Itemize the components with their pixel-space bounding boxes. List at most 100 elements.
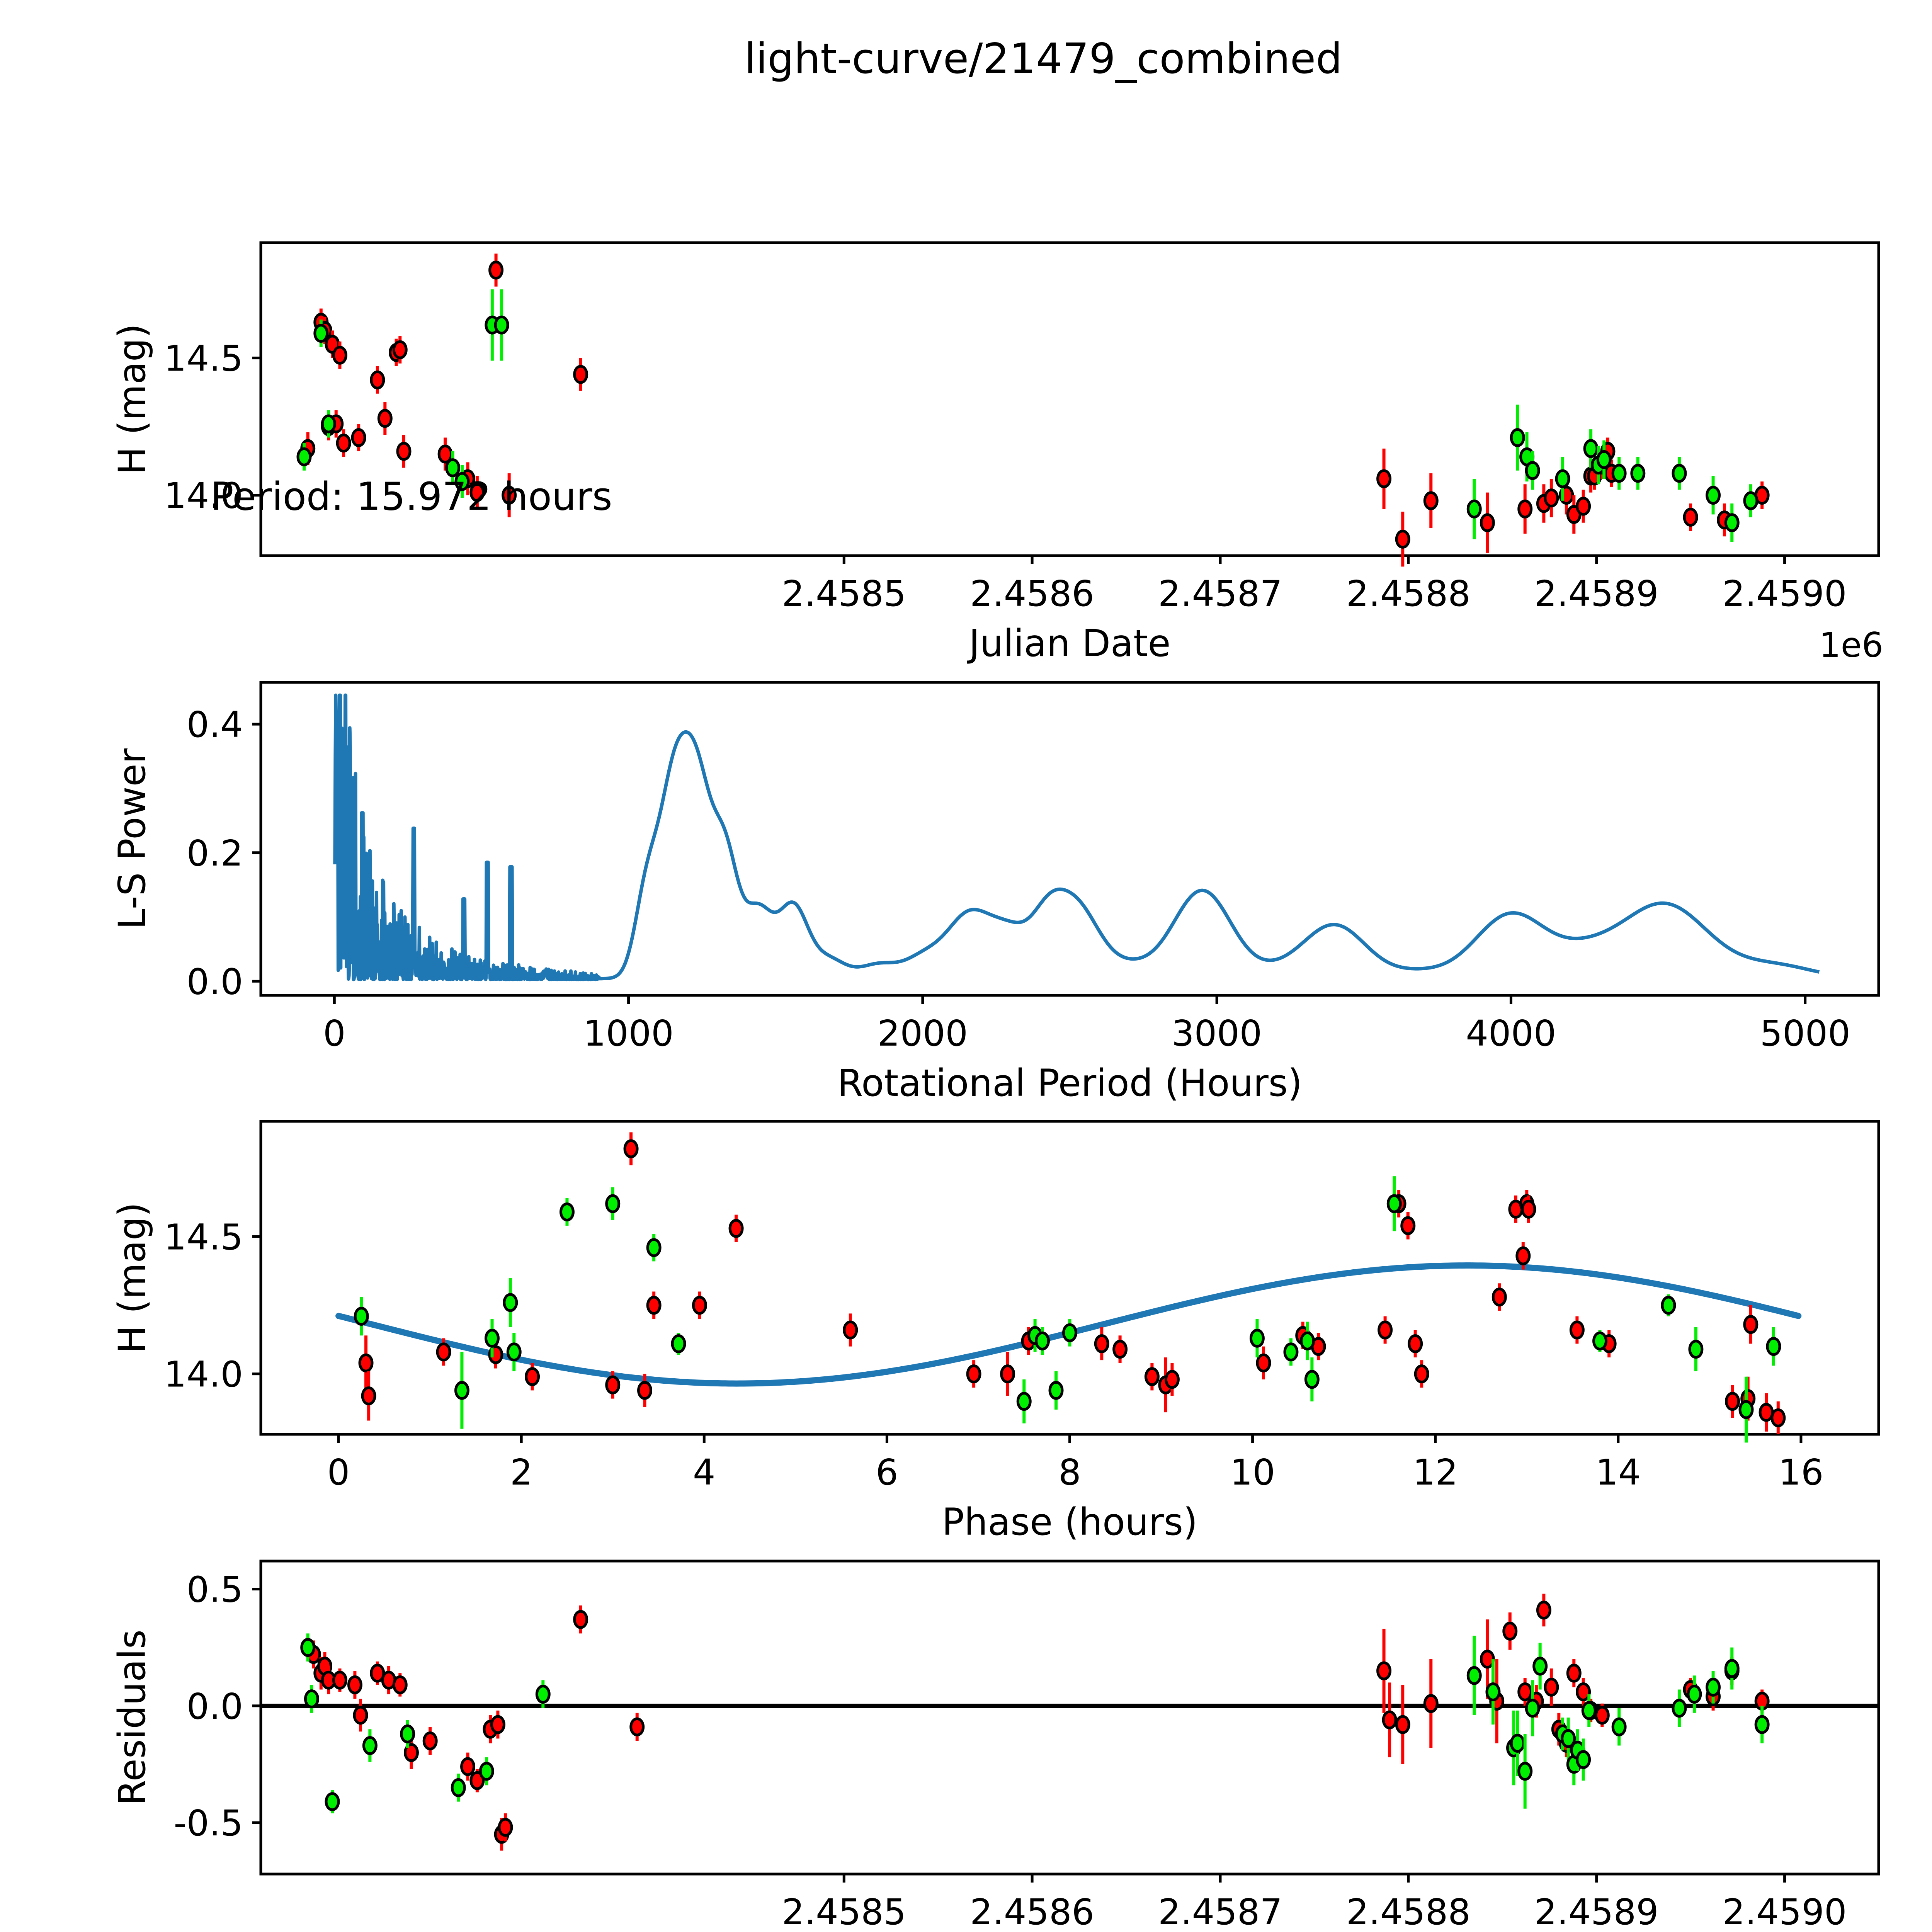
data-point <box>1688 1340 1704 1359</box>
x-tick-label: 2.4587 <box>1158 1891 1282 1932</box>
data-point <box>490 1715 505 1734</box>
data-point <box>1583 439 1599 458</box>
data-point <box>535 1685 551 1704</box>
data-point <box>1569 1320 1585 1340</box>
data-point <box>1566 1663 1582 1683</box>
data-point <box>1466 1666 1482 1685</box>
data-point <box>1517 1762 1533 1781</box>
y-tick-label: -0.5 <box>173 1803 243 1844</box>
data-point <box>1466 499 1482 519</box>
data-point <box>1611 464 1627 483</box>
data-point <box>1525 461 1540 480</box>
x-tick-label: 2.4589 <box>1534 1891 1659 1932</box>
data-point <box>494 315 509 335</box>
data-point <box>325 1792 340 1811</box>
period-annotation: Period: 15.972 hours <box>210 474 612 519</box>
data-point <box>354 1306 369 1326</box>
data-point <box>1576 1750 1591 1769</box>
data-point <box>1766 1337 1781 1356</box>
data-point <box>1376 469 1392 488</box>
data-point <box>479 1762 494 1781</box>
x-tick-label: 2.4585 <box>782 573 906 614</box>
panel-phasefold-green-band <box>354 1176 1781 1443</box>
data-point <box>300 1638 316 1657</box>
data-point <box>1048 1381 1064 1400</box>
data-point <box>362 1736 378 1755</box>
data-point <box>488 260 504 280</box>
data-point <box>377 409 393 428</box>
data-point <box>1724 513 1740 532</box>
data-point <box>321 414 336 434</box>
data-point <box>1706 486 1721 505</box>
x-tick-label: 0 <box>323 1013 346 1054</box>
x-tick-label: 1000 <box>583 1013 674 1054</box>
data-point <box>1249 1328 1265 1348</box>
y-tick-label: 14.0 <box>164 475 243 517</box>
data-point <box>422 1731 438 1750</box>
data-point <box>1672 464 1687 483</box>
data-point <box>503 1293 518 1312</box>
data-point <box>1754 1715 1770 1734</box>
data-point <box>469 1771 485 1790</box>
data-point <box>1382 1710 1397 1730</box>
x-tick-label: 4 <box>693 1452 716 1493</box>
data-point <box>1544 1677 1559 1697</box>
y-tick-label: 14.5 <box>164 1216 243 1258</box>
panel-lightcurve-red-band <box>300 253 1770 567</box>
data-point <box>1759 1403 1774 1422</box>
data-point <box>1144 1367 1160 1386</box>
y-axis-label: Residuals <box>111 1629 154 1805</box>
data-point <box>573 1610 588 1629</box>
y-axis-label: H (mag) <box>111 1202 154 1354</box>
x-tick-label: 10 <box>1230 1452 1275 1493</box>
plot-frame <box>259 241 1880 557</box>
x-tick-label: 2.4590 <box>1723 1891 1847 1932</box>
data-point <box>392 1675 408 1694</box>
x-offset-label: 1e6 <box>1819 625 1883 665</box>
data-point <box>347 1675 362 1694</box>
x-tick-label: 4000 <box>1466 1013 1556 1054</box>
data-point <box>1395 529 1410 549</box>
x-tick-label: 5000 <box>1760 1013 1850 1054</box>
data-point <box>332 345 347 365</box>
data-point <box>313 323 329 343</box>
figure-title: light-curve/21479_combined <box>744 35 1342 83</box>
data-point <box>1683 508 1698 527</box>
y-tick-label: 14.0 <box>164 1354 243 1395</box>
panel-lightcurve-green-band <box>296 289 1759 542</box>
data-point <box>1581 1701 1597 1720</box>
data-point <box>1555 469 1570 488</box>
data-point <box>1376 1661 1392 1680</box>
data-point <box>573 365 588 384</box>
data-point <box>1536 1600 1551 1620</box>
x-tick-label: 3000 <box>1172 1013 1262 1054</box>
x-tick-label: 0 <box>327 1452 350 1493</box>
y-tick-label: 0.0 <box>187 1686 243 1727</box>
data-point <box>1525 1699 1540 1718</box>
data-point <box>451 1778 466 1797</box>
data-point <box>469 483 485 502</box>
data-point <box>1300 1331 1315 1350</box>
data-point <box>1725 1392 1740 1411</box>
data-point <box>646 1238 662 1257</box>
data-point <box>671 1334 686 1354</box>
plot-frame <box>259 1560 1880 1876</box>
x-axis-label: Phase (hours) <box>942 1500 1198 1544</box>
x-tick-label: 2.4586 <box>970 573 1094 614</box>
data-point <box>436 1342 451 1362</box>
data-point <box>400 1724 415 1743</box>
data-point <box>396 442 412 461</box>
data-point <box>1062 1323 1077 1342</box>
data-point <box>498 1818 513 1837</box>
data-point <box>637 1381 653 1400</box>
x-tick-label: 2.4588 <box>1346 1891 1471 1932</box>
data-point <box>1770 1408 1786 1427</box>
data-point <box>1414 1364 1429 1384</box>
data-point <box>1035 1331 1050 1350</box>
data-point <box>454 472 470 491</box>
data-point <box>296 447 312 466</box>
data-point <box>351 428 366 447</box>
x-tick-label: 8 <box>1058 1452 1081 1493</box>
data-point <box>370 370 385 389</box>
